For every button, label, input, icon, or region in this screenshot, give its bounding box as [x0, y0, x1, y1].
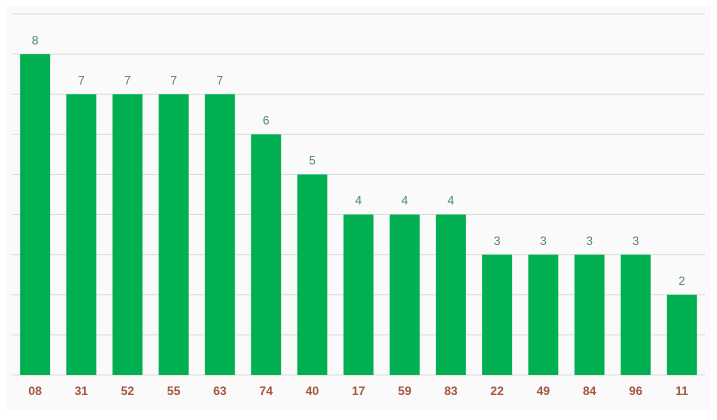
value-label: 5	[309, 154, 316, 168]
value-label: 2	[679, 274, 686, 288]
x-tick-label: 83	[444, 384, 458, 398]
bar	[251, 134, 282, 375]
value-label: 8	[32, 33, 39, 47]
value-label: 7	[217, 73, 224, 87]
value-label: 3	[494, 234, 501, 248]
x-tick-label: 74	[259, 384, 273, 398]
bar	[20, 54, 51, 375]
value-label: 7	[124, 73, 131, 87]
bar	[66, 94, 97, 375]
x-tick-label: 17	[352, 384, 366, 398]
bar	[158, 94, 189, 375]
value-label: 3	[632, 234, 639, 248]
x-tick-label: 59	[398, 384, 412, 398]
value-label: 7	[170, 73, 177, 87]
value-label: 4	[401, 194, 408, 208]
bar	[343, 214, 374, 375]
bar	[620, 254, 651, 375]
x-tick-label: 49	[537, 384, 551, 398]
x-tick-label: 31	[75, 384, 89, 398]
value-label: 4	[355, 194, 362, 208]
value-label: 4	[448, 194, 455, 208]
bar	[204, 94, 235, 375]
x-tick-label: 96	[629, 384, 643, 398]
x-tick-label: 55	[167, 384, 181, 398]
bar	[112, 94, 143, 375]
value-label: 6	[263, 114, 270, 128]
bar	[435, 214, 466, 375]
x-tick-label: 11	[676, 384, 689, 398]
bar	[666, 294, 697, 375]
value-label: 3	[540, 234, 547, 248]
x-tick-label: 52	[121, 384, 135, 398]
bar	[482, 254, 513, 375]
bar	[389, 214, 420, 375]
bar	[574, 254, 605, 375]
x-tick-label: 08	[28, 384, 42, 398]
value-label: 3	[586, 234, 593, 248]
x-tick-label: 84	[583, 384, 597, 398]
bar	[297, 174, 328, 375]
x-tick-label: 63	[213, 384, 227, 398]
x-tick-label: 40	[306, 384, 320, 398]
x-tick-label: 22	[490, 384, 504, 398]
bar	[528, 254, 559, 375]
value-label: 7	[78, 73, 85, 87]
